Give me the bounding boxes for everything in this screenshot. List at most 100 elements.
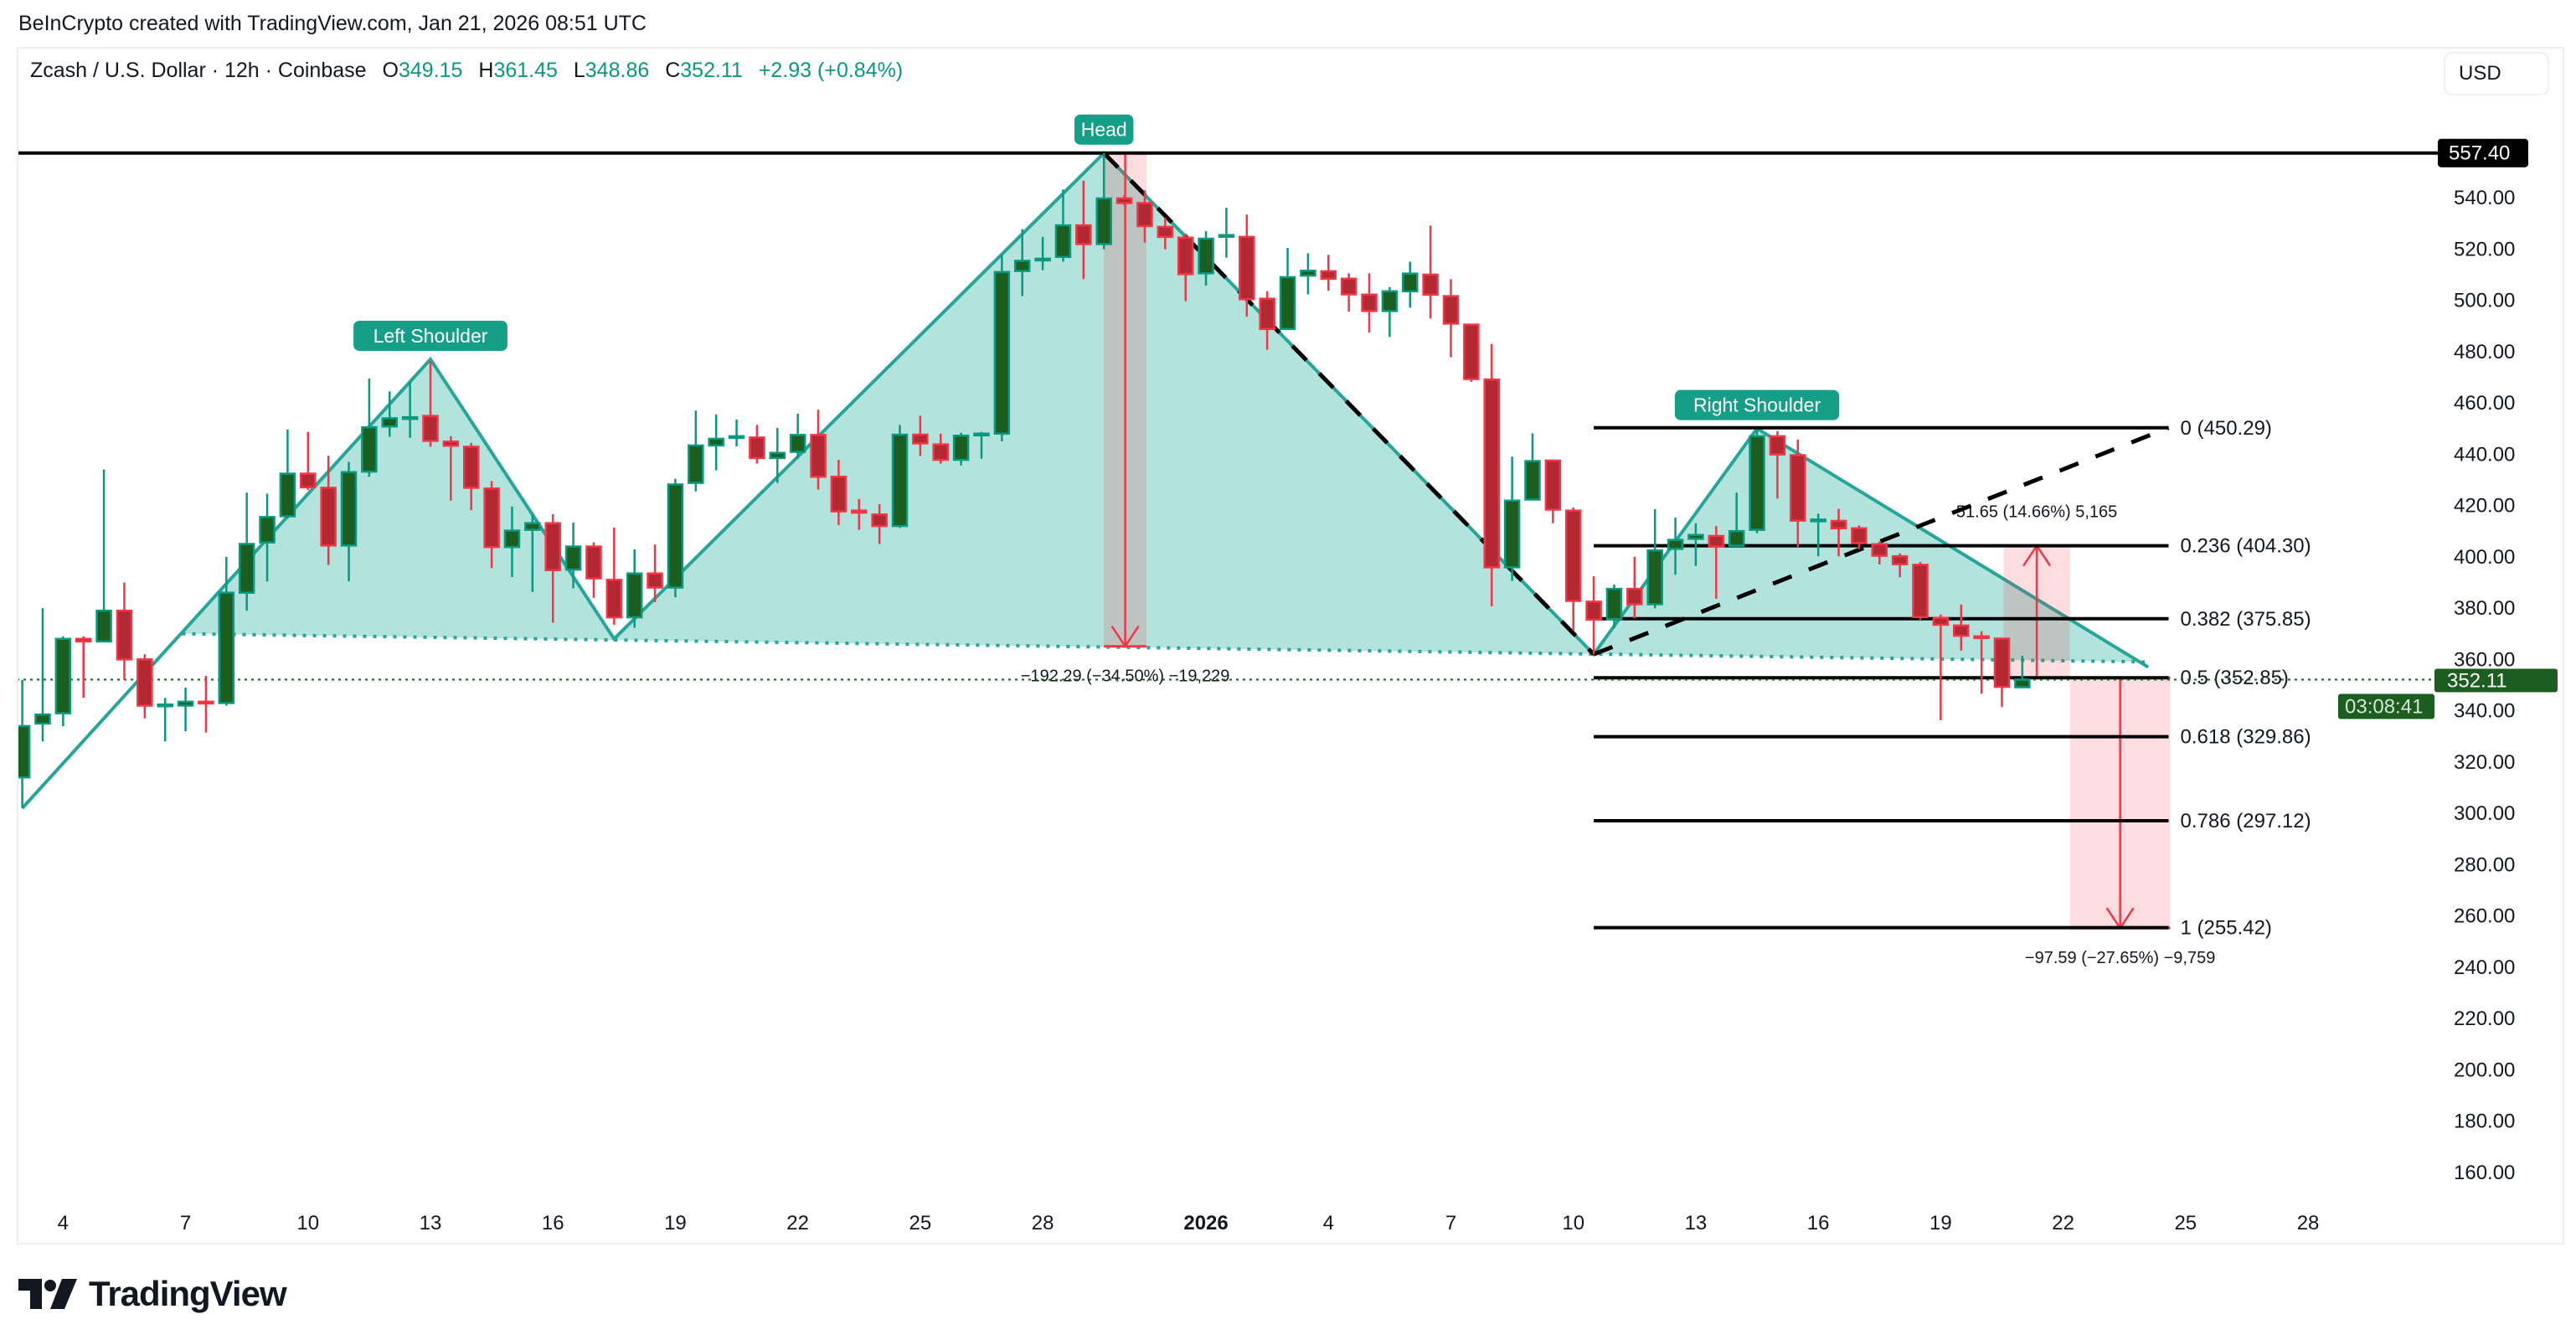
candle-up <box>401 382 419 438</box>
candle-body <box>1340 277 1358 296</box>
candle-up <box>361 378 378 477</box>
low-value: 348.86 <box>585 59 650 82</box>
candle-up <box>54 636 72 726</box>
bar-countdown: 03:08:41 <box>2345 696 2423 719</box>
candle-up <box>524 513 541 592</box>
candle-body <box>749 436 765 460</box>
candle-body <box>116 609 133 661</box>
price-tags: 557.40 352.11 03:08:41 <box>2338 138 2558 719</box>
candle-up <box>1524 433 1541 501</box>
candle-body <box>1463 323 1480 380</box>
time-tick-label: 19 <box>664 1212 687 1234</box>
candle-up <box>973 431 990 459</box>
candle-body <box>1013 260 1031 272</box>
candle-body <box>667 483 684 589</box>
candle-down <box>483 481 500 569</box>
dashed-trend-line[interactable] <box>1593 425 2170 657</box>
candle-up <box>177 688 194 732</box>
time-tick-label: 28 <box>2297 1212 2320 1234</box>
candle-up <box>667 478 684 598</box>
candle-down <box>851 498 868 530</box>
candle-up <box>993 255 1011 441</box>
candle-body <box>1524 460 1541 501</box>
candle-up <box>564 522 582 589</box>
fibonacci-retracement[interactable]: 0 (450.29) 0.236 (404.30) 0.382 (375.85) 0.… <box>1594 417 2311 940</box>
candle-body <box>1769 435 1786 456</box>
symbol-legend: Zcash / U.S. Dollar · 12h · Coinbase O34… <box>30 59 903 83</box>
close-value: 352.11 <box>680 59 743 82</box>
tradingview-logo[interactable]: TradingView <box>18 1273 287 1315</box>
candle-body <box>810 434 827 478</box>
candle-body <box>1115 197 1133 204</box>
resistance-tag <box>2438 138 2528 168</box>
candle-body <box>1728 529 1745 547</box>
candle-body <box>1442 295 1460 325</box>
candle-down <box>912 415 929 456</box>
candle-up <box>1013 229 1031 296</box>
price-tick-label: 520.00 <box>2454 238 2515 260</box>
time-axis[interactable]: 4 7 10 13 16 19 22 25 28 2026 4 7 10 13 16 19 22 25 28 <box>58 1212 2320 1234</box>
candle-up <box>18 679 31 808</box>
candle-up <box>769 428 786 483</box>
candle-down <box>1973 631 1990 694</box>
candle-body <box>1830 519 1847 530</box>
candle-down <box>1177 233 1194 302</box>
time-tick-label: 2026 <box>1183 1212 1228 1234</box>
time-tick-label: 7 <box>180 1212 191 1234</box>
candle-body <box>340 471 358 547</box>
time-tick-label: 4 <box>1323 1212 1334 1234</box>
price-tick-label: 540.00 <box>2454 187 2515 209</box>
time-tick-label: 10 <box>1562 1212 1584 1234</box>
high-label: H <box>478 59 494 82</box>
candle-down <box>422 361 439 447</box>
candle-body <box>238 543 255 594</box>
candle-up <box>2014 655 2031 688</box>
candle-body <box>1646 549 1663 606</box>
time-tick-label: 28 <box>1032 1212 1054 1234</box>
candle-body <box>993 271 1011 436</box>
candle-down <box>75 636 92 698</box>
candle-down <box>749 425 765 464</box>
candle-body <box>688 444 704 484</box>
candle-up <box>381 391 399 437</box>
candle-down <box>1320 255 1337 291</box>
candle-up <box>1667 517 1684 575</box>
last-price-tag <box>2434 668 2558 693</box>
candle-down <box>1075 180 1092 280</box>
candle-body <box>54 637 72 714</box>
currency-button[interactable]: USD <box>2444 52 2549 95</box>
candle-down <box>1851 525 1868 549</box>
price-range-measure[interactable] <box>2069 678 2171 930</box>
candle-up <box>1034 236 1051 271</box>
candle-body <box>1973 635 1990 640</box>
time-tick-label: 22 <box>2052 1212 2074 1234</box>
time-tick-label: 16 <box>542 1212 564 1234</box>
candle-body <box>912 433 929 445</box>
candle-body <box>462 446 480 489</box>
candle-body <box>626 572 643 619</box>
time-tick-label: 13 <box>420 1212 442 1234</box>
candle-up <box>1402 261 1419 308</box>
price-tick-label: 500.00 <box>2454 290 2515 312</box>
measurement-tools[interactable] <box>1104 152 2171 930</box>
price-range-measure[interactable] <box>2003 544 2070 678</box>
symbol-title[interactable]: Zcash / U.S. Dollar · 12h · Coinbase <box>30 59 367 82</box>
candle-down <box>1422 225 1439 319</box>
time-tick-label: 16 <box>1807 1212 1830 1234</box>
candle-down <box>647 544 663 603</box>
candle-body <box>1075 224 1092 245</box>
candle-body <box>1177 236 1194 276</box>
candle-body <box>973 432 990 437</box>
candle-down <box>462 442 480 511</box>
price-axis[interactable]: 160.00 180.00 200.00 220.00 240.00 260.00 280.… <box>2454 187 2515 1184</box>
price-tick-label: 360.00 <box>2454 648 2515 671</box>
candle-down <box>1463 323 1480 382</box>
candle-body <box>18 724 31 779</box>
price-tick-label: 340.00 <box>2454 700 2515 723</box>
candle-down <box>1136 190 1153 243</box>
candle-body <box>708 437 724 447</box>
badge-label: Left Shoulder <box>374 325 488 347</box>
candle-down <box>1157 217 1174 250</box>
time-tick-label: 19 <box>1929 1212 1952 1234</box>
